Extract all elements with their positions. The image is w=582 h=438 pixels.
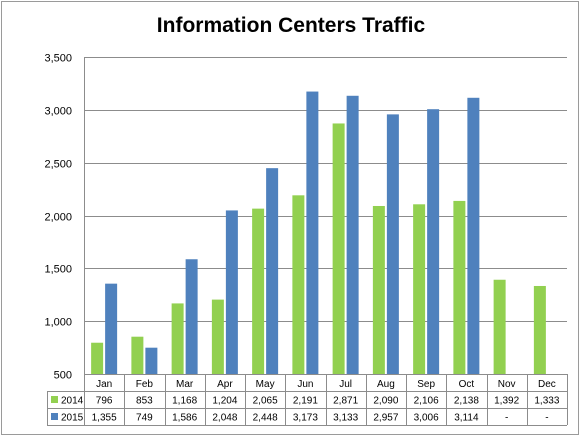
data-label: 2,138: [454, 396, 479, 407]
y-tick-label: 1,000: [44, 317, 72, 329]
data-label: 796: [96, 396, 113, 407]
legend-label-2015: 2015: [61, 413, 84, 424]
x-tick-label: Feb: [136, 379, 154, 390]
data-label: 2,957: [373, 413, 398, 424]
data-label: 3,173: [293, 413, 318, 424]
data-label: 1,586: [172, 413, 197, 424]
data-table: Jan Feb Mar Apr May Jun Jul Aug Sep Oct Nov Dec 2014…: [47, 374, 568, 426]
data-label: 3,006: [414, 413, 439, 424]
data-label: 1,168: [172, 396, 197, 407]
bar-2015-apr: [225, 210, 238, 374]
data-label: 1,392: [494, 396, 519, 407]
data-label: 1,204: [212, 396, 237, 407]
x-tick-label: Sep: [417, 379, 435, 390]
bar-2014-aug: [372, 205, 385, 374]
bar-2014-nov: [493, 279, 506, 374]
y-tick-label: 3,000: [44, 106, 72, 118]
x-tick-label: Nov: [498, 379, 516, 390]
data-label: 2,448: [253, 413, 278, 424]
x-tick-label: Aug: [377, 379, 395, 390]
x-tick-label: Jun: [297, 379, 313, 390]
data-label: 749: [136, 413, 153, 424]
bar-2014-dec: [533, 285, 546, 374]
data-label: -: [545, 413, 548, 424]
data-label: -: [505, 413, 508, 424]
bar-2015-jun: [306, 91, 319, 374]
data-label: 2,106: [414, 396, 439, 407]
x-tick-label: Apr: [217, 379, 233, 390]
bar-2014-oct: [453, 200, 466, 374]
bar-2014-jul: [332, 123, 345, 375]
data-label: 853: [136, 396, 153, 407]
legend-swatch-2014: [51, 396, 58, 403]
bar-2015-jan: [105, 283, 118, 374]
y-tick-label: 3,500: [44, 53, 72, 65]
bar-2015-aug: [386, 114, 399, 374]
data-label: 1,355: [92, 413, 117, 424]
x-tick-label: Oct: [459, 379, 475, 390]
bar-2015-jul: [346, 95, 359, 374]
data-label: 1,333: [534, 396, 559, 407]
x-tick-label: May: [256, 379, 275, 390]
bar-2014-jan: [91, 342, 104, 374]
bar-2015-oct: [467, 97, 480, 375]
y-axis-tick-labels: 500 1,000 1,500 2,000 2,500 3,000 3,500: [44, 53, 72, 382]
data-label: 3,114: [454, 413, 479, 424]
bar-2014-feb: [131, 336, 144, 374]
data-label: 2,871: [333, 396, 358, 407]
y-tick-label: 1,500: [44, 264, 72, 276]
legend-label-2014: 2014: [61, 396, 84, 407]
y-tick-label: 2,000: [44, 212, 72, 224]
bar-2014-mar: [171, 303, 184, 374]
x-tick-label: Jul: [339, 379, 352, 390]
bars: [91, 91, 546, 375]
legend-swatch-2015: [51, 413, 58, 420]
bar-2015-sep: [427, 109, 440, 374]
bar-2014-apr: [211, 299, 224, 374]
data-label: 3,133: [333, 413, 358, 424]
bar-2015-may: [266, 168, 279, 374]
data-label: 2,065: [253, 396, 278, 407]
y-tick-label: 2,500: [44, 159, 72, 171]
chart-title: Information Centers Traffic: [156, 14, 426, 37]
bar-2014-sep: [413, 204, 426, 374]
bar-2015-feb: [145, 347, 158, 374]
x-tick-label: Mar: [176, 379, 194, 390]
data-label: 2,048: [212, 413, 237, 424]
bar-2015-mar: [185, 259, 198, 374]
x-tick-label: Jan: [96, 379, 112, 390]
data-label: 2,191: [293, 396, 318, 407]
y-tick-label: 500: [54, 370, 72, 382]
bar-2014-jun: [292, 195, 305, 374]
bar-2014-may: [252, 208, 265, 374]
x-tick-label: Dec: [538, 379, 556, 390]
data-label: 2,090: [373, 396, 398, 407]
